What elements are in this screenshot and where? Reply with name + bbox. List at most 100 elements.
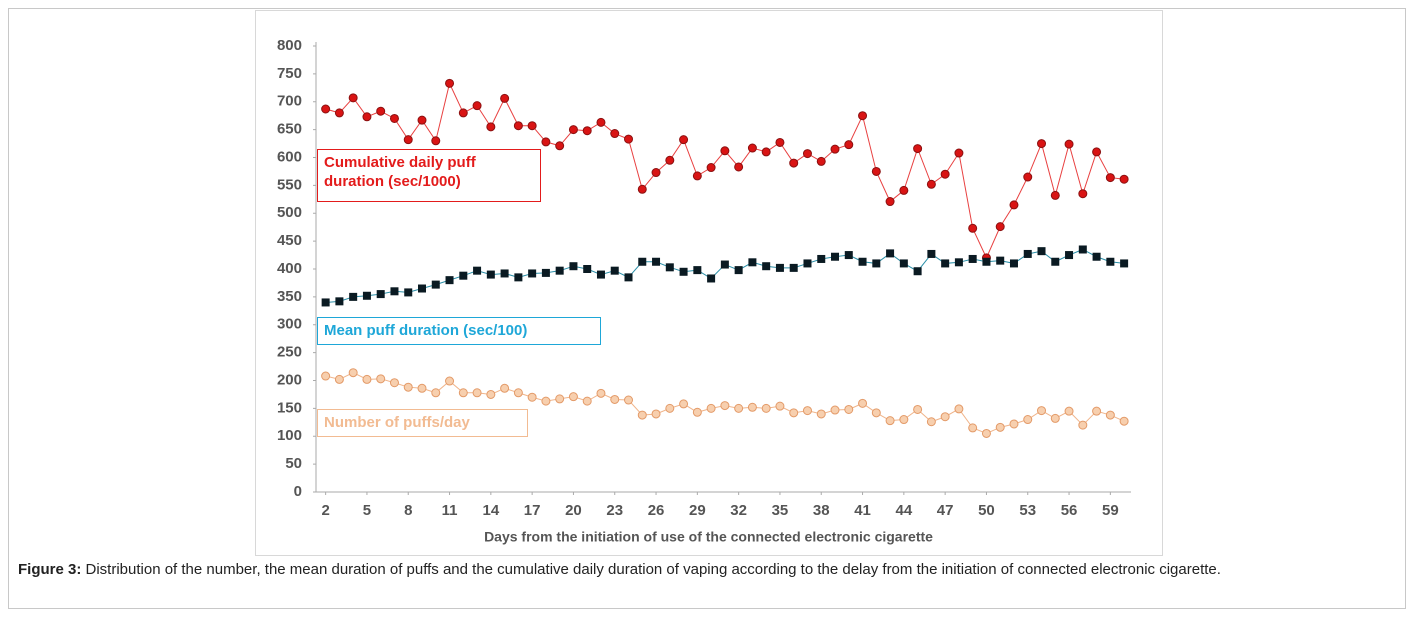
y-tick-label: 800 <box>277 37 302 54</box>
marker <box>486 389 496 399</box>
y-tick-label: 250 <box>277 344 302 361</box>
x-tick-label: 41 <box>854 502 871 519</box>
y-tick-label: 750 <box>277 65 302 82</box>
marker <box>376 106 386 116</box>
marker <box>706 163 716 173</box>
marker <box>968 254 977 263</box>
y-tick-label: 100 <box>277 427 302 444</box>
marker <box>431 280 440 289</box>
marker <box>886 249 895 258</box>
marker <box>624 273 633 282</box>
marker <box>376 290 385 299</box>
marker <box>762 262 771 271</box>
marker <box>334 108 344 118</box>
marker <box>1009 259 1018 268</box>
marker <box>775 401 785 411</box>
series-line <box>325 248 1125 303</box>
marker <box>720 146 730 156</box>
x-tick-label: 2 <box>321 502 329 519</box>
marker <box>816 156 826 166</box>
marker <box>926 417 936 427</box>
marker <box>610 129 620 139</box>
marker <box>817 254 826 263</box>
marker <box>1092 147 1102 157</box>
marker <box>445 376 455 386</box>
marker <box>871 166 881 176</box>
x-tick-label: 35 <box>772 502 789 519</box>
marker <box>1009 419 1019 429</box>
marker <box>472 388 482 398</box>
marker <box>968 223 978 233</box>
marker <box>403 382 413 392</box>
marker <box>472 101 482 111</box>
marker <box>1064 139 1074 149</box>
marker <box>335 297 344 306</box>
x-tick-label: 47 <box>937 502 954 519</box>
marker <box>445 78 455 88</box>
marker <box>1050 413 1060 423</box>
marker <box>473 266 482 275</box>
marker <box>734 266 743 275</box>
marker <box>500 269 509 278</box>
marker <box>1023 172 1033 182</box>
marker <box>995 222 1005 232</box>
marker <box>445 276 454 285</box>
marker <box>624 134 634 144</box>
chart: 0501001502002503003504004505005506006507… <box>277 37 1131 545</box>
marker <box>734 162 744 172</box>
marker <box>679 267 688 276</box>
marker <box>596 388 606 398</box>
marker <box>996 256 1005 265</box>
x-tick-label: 53 <box>1019 502 1036 519</box>
marker <box>844 251 853 260</box>
marker <box>747 143 757 153</box>
marker <box>665 155 675 165</box>
marker <box>458 388 468 398</box>
marker <box>389 113 399 123</box>
marker <box>555 141 565 151</box>
marker <box>954 148 964 158</box>
marker <box>637 410 647 420</box>
marker <box>321 371 331 381</box>
y-tick-label: 700 <box>277 93 302 110</box>
x-tick-label: 23 <box>606 502 623 519</box>
marker <box>927 249 936 258</box>
marker <box>486 122 496 132</box>
marker <box>1078 245 1087 254</box>
marker <box>514 273 523 282</box>
x-tick-label: 29 <box>689 502 706 519</box>
marker <box>775 263 784 272</box>
marker <box>679 135 689 145</box>
marker <box>321 298 330 307</box>
marker <box>844 404 854 414</box>
marker <box>775 137 785 147</box>
marker <box>968 423 978 433</box>
y-tick-label: 150 <box>277 399 302 416</box>
marker <box>500 383 510 393</box>
marker <box>899 185 909 195</box>
marker <box>528 269 537 278</box>
y-tick-label: 600 <box>277 148 302 165</box>
marker <box>679 399 689 409</box>
marker <box>720 260 729 269</box>
marker <box>431 136 441 146</box>
x-tick-label: 44 <box>896 502 913 519</box>
marker <box>830 405 840 415</box>
marker <box>734 403 744 413</box>
y-tick-label: 450 <box>277 232 302 249</box>
marker <box>334 374 344 384</box>
marker <box>885 197 895 207</box>
marker <box>789 408 799 418</box>
x-tick-label: 32 <box>730 502 747 519</box>
marker <box>362 374 372 384</box>
x-tick-label: 5 <box>363 502 371 519</box>
marker <box>321 104 331 114</box>
marker <box>568 392 578 402</box>
marker <box>665 403 675 413</box>
marker <box>871 408 881 418</box>
legend-entry: Number of puffs/day <box>317 409 528 437</box>
marker <box>913 267 922 276</box>
marker <box>665 263 674 272</box>
page-frame <box>8 8 1406 609</box>
marker <box>500 93 510 103</box>
